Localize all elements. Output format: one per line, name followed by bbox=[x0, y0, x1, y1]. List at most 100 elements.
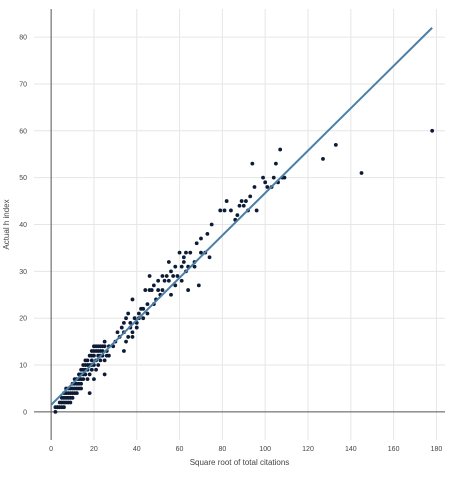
y-tick-label: 60 bbox=[19, 128, 27, 135]
scatter-point bbox=[89, 358, 94, 363]
scatter-point bbox=[241, 203, 246, 208]
scatter-point bbox=[89, 367, 94, 372]
scatter-point bbox=[209, 222, 214, 227]
scatter-point bbox=[184, 250, 188, 255]
scatter-point bbox=[273, 161, 278, 166]
gridlines bbox=[34, 9, 445, 440]
scatter-point bbox=[250, 161, 255, 166]
scatter-point bbox=[53, 409, 58, 414]
scatter-point bbox=[79, 386, 83, 391]
y-axis-title: Actual h index bbox=[2, 199, 11, 249]
scatter-point bbox=[173, 264, 178, 269]
x-tick-label: 80 bbox=[218, 446, 226, 453]
scatter-point bbox=[87, 391, 92, 396]
scatter-point bbox=[321, 157, 325, 161]
scatter-point bbox=[151, 283, 156, 288]
x-tick-label: 40 bbox=[133, 446, 141, 453]
scatter-point bbox=[199, 236, 203, 241]
scatter-point bbox=[261, 175, 265, 180]
scatter-point bbox=[124, 316, 128, 321]
scatter-point bbox=[218, 208, 223, 213]
x-tick-label: 180 bbox=[431, 446, 443, 453]
y-tick-label: 80 bbox=[19, 35, 27, 42]
scatter-point bbox=[179, 278, 184, 283]
scatter-point bbox=[143, 288, 148, 292]
scatter-point bbox=[102, 339, 107, 344]
scatter-point bbox=[188, 250, 193, 255]
scatter-point bbox=[147, 274, 152, 278]
y-tick-label: 70 bbox=[19, 81, 27, 88]
scatter-point bbox=[102, 344, 107, 349]
scatter-point bbox=[239, 199, 244, 203]
x-tick-label: 140 bbox=[345, 446, 357, 453]
scatter-point bbox=[130, 297, 135, 302]
scatter-point bbox=[141, 316, 146, 321]
scatter-point bbox=[119, 325, 124, 330]
scatter-point bbox=[181, 255, 186, 260]
x-tick-label: 100 bbox=[259, 446, 271, 453]
scatter-point bbox=[229, 208, 233, 213]
scatter-point bbox=[179, 264, 184, 269]
y-tick-label: 30 bbox=[19, 269, 27, 276]
scatter-point bbox=[169, 292, 173, 297]
scatter-point bbox=[235, 213, 240, 218]
scatter-point bbox=[162, 278, 167, 283]
scatter-point bbox=[145, 311, 150, 316]
scatter-point bbox=[222, 208, 227, 213]
scatter-point bbox=[199, 250, 203, 255]
scatter-point bbox=[177, 250, 182, 255]
scatter-point bbox=[98, 358, 103, 363]
scatter-point bbox=[282, 175, 287, 180]
scatter-point bbox=[70, 395, 75, 400]
scatter-point bbox=[134, 325, 139, 330]
scatter-point bbox=[156, 278, 161, 283]
data-marks bbox=[50, 27, 435, 414]
scatter-point bbox=[278, 147, 283, 152]
scatter-point bbox=[128, 320, 133, 325]
scatter-point bbox=[124, 339, 128, 344]
x-tick-label: 20 bbox=[90, 446, 98, 453]
scatter-point bbox=[68, 400, 73, 405]
scatter-point bbox=[175, 274, 180, 278]
x-tick-label: 160 bbox=[388, 446, 400, 453]
scatter-point bbox=[136, 311, 141, 316]
scatter-point bbox=[333, 142, 338, 147]
scatter-point bbox=[252, 185, 257, 189]
scatter-point bbox=[205, 231, 210, 236]
scatter-point bbox=[186, 288, 191, 292]
scatter-point bbox=[85, 358, 90, 363]
scatter-point bbox=[166, 260, 171, 264]
fit-line bbox=[50, 27, 433, 406]
scatter-point bbox=[126, 311, 131, 316]
y-tick-label: 40 bbox=[19, 222, 27, 229]
scatter-point bbox=[166, 278, 171, 283]
scatter-point bbox=[130, 330, 135, 335]
y-tick-label: 10 bbox=[19, 363, 27, 370]
scatter-point bbox=[265, 185, 270, 189]
scatter-point bbox=[207, 255, 212, 260]
scatter-point bbox=[74, 391, 79, 396]
scatter-point bbox=[62, 405, 66, 410]
scatter-point bbox=[79, 381, 83, 386]
y-tick-label: 20 bbox=[19, 316, 27, 323]
scatter-point bbox=[173, 283, 178, 288]
scatter-point bbox=[145, 302, 150, 307]
scatter-point bbox=[192, 264, 197, 269]
tick-labels: 0 20 40 60 80 100 120 140 160 180 0 10 20 30 40 50 60 70 8… bbox=[19, 35, 442, 453]
scatter-point bbox=[171, 274, 176, 278]
scatter-point bbox=[237, 203, 242, 208]
scatter-point bbox=[224, 199, 229, 203]
scatter-point bbox=[359, 171, 364, 175]
y-tick-label: 0 bbox=[23, 409, 27, 416]
scatter-point bbox=[96, 363, 101, 367]
scatter-point bbox=[122, 349, 126, 353]
x-tick-label: 60 bbox=[176, 446, 184, 453]
scatter-point bbox=[92, 377, 96, 381]
scatter-point bbox=[141, 306, 146, 311]
scatter-point bbox=[149, 288, 154, 292]
scatter-point bbox=[126, 335, 131, 339]
scatter-point bbox=[160, 274, 165, 278]
scatter-point bbox=[164, 274, 169, 278]
scatter-point bbox=[248, 194, 253, 199]
scatter-point bbox=[102, 372, 107, 377]
